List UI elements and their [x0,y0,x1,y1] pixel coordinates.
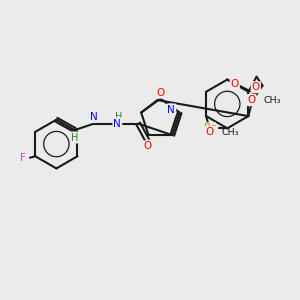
Text: N: N [113,118,121,128]
Text: N: N [167,105,175,115]
Text: H: H [71,133,79,142]
Text: CH₃: CH₃ [264,96,281,105]
Text: H: H [115,112,122,122]
Text: CH₃: CH₃ [222,128,239,137]
Text: N: N [90,112,98,122]
Text: O: O [231,79,239,89]
Text: O: O [143,141,151,152]
Text: O: O [205,127,213,137]
Text: O: O [247,95,256,105]
Text: O: O [156,88,164,98]
Text: Br: Br [204,123,215,133]
Text: F: F [20,153,26,163]
Text: O: O [252,82,260,92]
